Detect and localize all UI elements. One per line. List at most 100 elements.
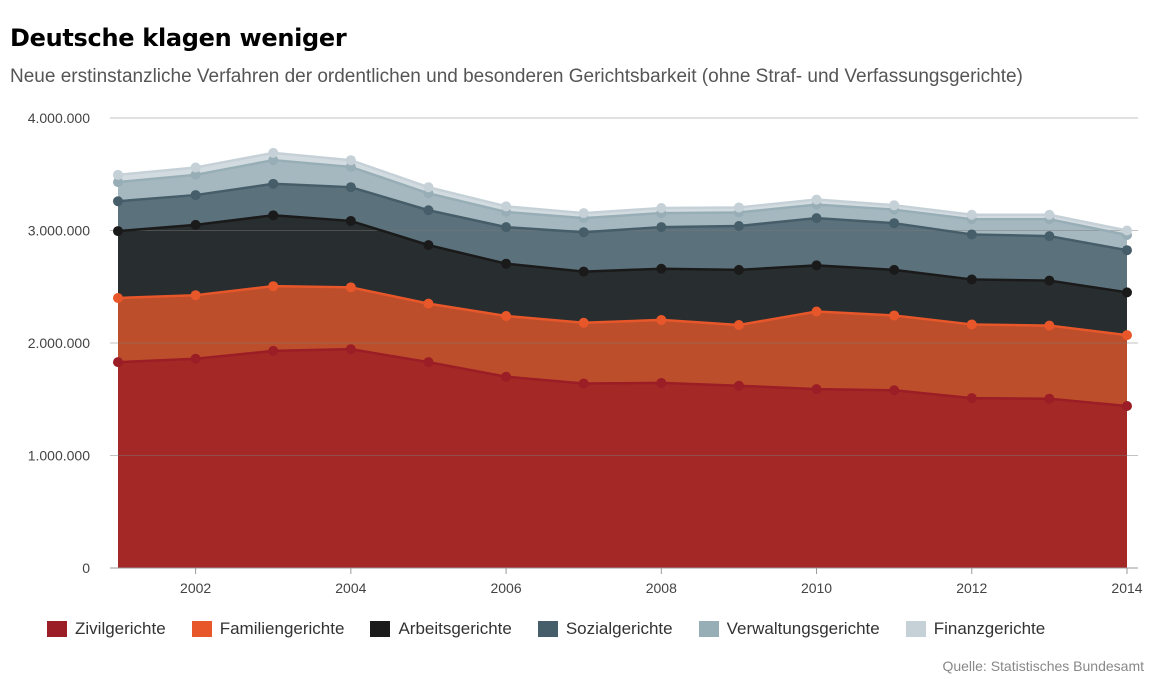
- data-point: [113, 169, 123, 180]
- data-point: [501, 371, 512, 382]
- data-point: [190, 190, 201, 201]
- x-tick-label: 2012: [956, 580, 987, 596]
- data-point: [889, 264, 900, 275]
- data-point: [423, 182, 434, 193]
- data-point: [501, 222, 512, 233]
- legend-swatch: [905, 621, 926, 637]
- legend-label: Finanzgerichte: [933, 619, 1046, 638]
- x-tick-label: 2010: [801, 580, 832, 596]
- data-point: [656, 314, 667, 325]
- data-point: [811, 260, 822, 271]
- data-point: [656, 203, 667, 213]
- line-zivilgerichte: [117, 347, 1128, 408]
- data-point: [889, 218, 900, 229]
- data-point: [1122, 330, 1132, 341]
- data-point: [1044, 393, 1055, 404]
- data-point: [345, 344, 356, 355]
- data-point: [733, 320, 744, 330]
- data-point: [190, 162, 201, 173]
- data-point: [501, 311, 512, 321]
- legend-item-familiengerichte: Familiengerichte: [191, 619, 344, 639]
- chart-subtitle: Neue erstinstanzliche Verfahren der orde…: [10, 66, 1023, 87]
- y-tick-label: 2.000.000: [28, 335, 90, 351]
- legend-label: Sozialgerichte: [565, 619, 673, 638]
- legend-swatch: [191, 621, 212, 637]
- data-point: [733, 221, 744, 231]
- y-tick-label: 0: [82, 560, 90, 576]
- data-point: [268, 178, 279, 189]
- data-point: [889, 310, 900, 321]
- legend-swatch: [47, 621, 67, 637]
- area-layer: [118, 152, 1127, 568]
- data-point: [733, 264, 744, 275]
- data-point: [345, 155, 356, 166]
- data-point: [1122, 225, 1132, 236]
- data-point: [1044, 275, 1055, 286]
- chart-title: Deutsche klagen weniger: [10, 24, 347, 52]
- x-tick-label: 2008: [646, 580, 677, 596]
- data-point: [345, 282, 356, 293]
- data-point: [190, 353, 201, 364]
- data-point: [345, 182, 356, 193]
- data-point: [1044, 231, 1055, 242]
- data-point: [733, 202, 744, 213]
- data-point: [1122, 287, 1132, 298]
- data-point: [423, 240, 434, 251]
- y-tick-label: 4.000.000: [28, 110, 90, 126]
- data-point: [268, 155, 279, 166]
- data-point: [966, 319, 977, 330]
- data-point: [578, 378, 589, 389]
- data-point: [578, 227, 589, 238]
- data-point: [268, 281, 279, 292]
- legend-swatch: [698, 621, 719, 637]
- legend-item-sozialgerichte: Sozialgerichte: [537, 619, 673, 639]
- y-tick-label: 1.000.000: [28, 448, 90, 464]
- data-point: [889, 385, 900, 396]
- data-point: [190, 169, 201, 180]
- line-sozialgerichte: [117, 182, 1128, 252]
- data-point: [656, 222, 667, 233]
- legend-swatch: [537, 621, 558, 637]
- source-note: Quelle: Statistisches Bundesamt: [942, 658, 1144, 674]
- x-tick-label: 2006: [490, 580, 521, 596]
- data-point: [1044, 320, 1055, 331]
- data-point: [656, 377, 667, 388]
- data-point: [1044, 209, 1055, 220]
- data-point: [966, 274, 977, 285]
- area-zivilgerichte: [118, 349, 1127, 568]
- data-point: [578, 208, 589, 219]
- x-tick-label: 2002: [180, 580, 211, 596]
- data-point: [811, 384, 822, 395]
- data-point: [345, 215, 356, 226]
- data-point: [578, 317, 589, 328]
- data-point: [268, 345, 279, 356]
- data-point: [268, 147, 279, 158]
- data-point: [966, 209, 977, 220]
- data-point: [501, 258, 512, 269]
- legend-label: Arbeitsgerichte: [398, 619, 512, 638]
- data-point: [113, 226, 123, 237]
- data-point: [966, 393, 977, 404]
- data-point: [268, 210, 279, 221]
- data-point: [1122, 245, 1132, 256]
- legend-label: Zivilgerichte: [75, 619, 166, 638]
- line-verwaltungsgerichte: [117, 158, 1128, 237]
- data-point: [501, 201, 512, 212]
- legend-item-arbeitsgerichte: Arbeitsgerichte: [370, 619, 512, 639]
- data-point: [113, 357, 123, 368]
- chart-legend: Zivilgerichte Familiengerichte Arbeitsgeri…: [47, 619, 1071, 639]
- legend-item-zivilgerichte: Zivilgerichte: [47, 619, 166, 639]
- x-tick-label: 2004: [335, 580, 366, 596]
- data-point: [578, 266, 589, 277]
- legend-item-finanzgerichte: Finanzgerichte: [905, 619, 1046, 639]
- data-point: [113, 196, 123, 207]
- legend-item-verwaltungsgerichte: Verwaltungsgerichte: [698, 619, 880, 639]
- data-point: [423, 357, 434, 368]
- line-finanzgerichte: [117, 151, 1128, 232]
- legend-swatch: [370, 621, 391, 637]
- data-point: [656, 263, 667, 274]
- data-point: [889, 200, 900, 211]
- data-point: [1122, 401, 1132, 411]
- x-tick-label: 2014: [1111, 580, 1142, 596]
- data-point: [113, 177, 123, 188]
